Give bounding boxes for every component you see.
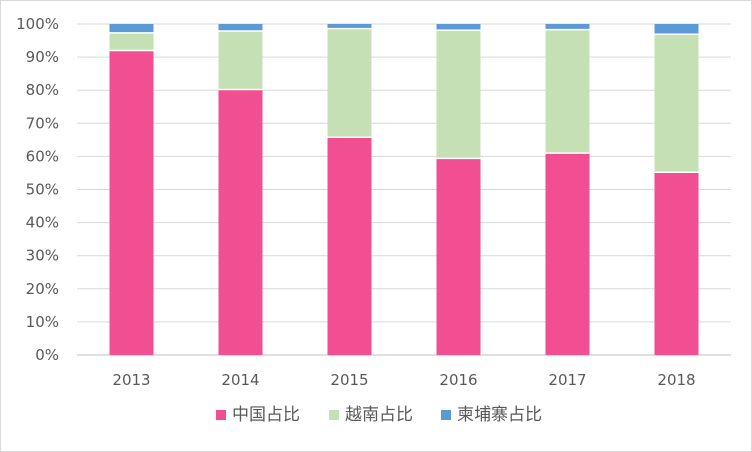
bar-segment (436, 24, 481, 31)
legend-swatch (329, 410, 339, 420)
bar-segment (109, 24, 154, 33)
bar-segment (109, 32, 154, 51)
bar-segment (436, 158, 481, 355)
y-tick-label: 20% (26, 280, 59, 298)
x-tick-label: 2015 (330, 371, 368, 389)
legend-label: 柬埔寨占比 (457, 405, 542, 425)
gridlines (77, 23, 731, 356)
bar-segment (436, 30, 481, 159)
x-tick-label: 2017 (548, 371, 586, 389)
y-tick-label: 60% (26, 147, 59, 165)
legend-swatch (441, 410, 451, 420)
y-tick-label: 10% (26, 313, 59, 331)
y-tick-label: 50% (26, 181, 59, 199)
y-tick-label: 100% (16, 15, 59, 33)
legend-swatch (216, 410, 226, 420)
bar-segment (327, 28, 372, 138)
x-tick-label: 2016 (439, 371, 477, 389)
x-tick-label: 2013 (112, 371, 150, 389)
bar-segment (218, 24, 263, 31)
y-axis-tick-labels: 0% 10% 20% 30% 40% 50% 60% 70% 80% 90% 100% (16, 15, 59, 364)
y-tick-label: 70% (26, 114, 59, 132)
bar-segment (654, 34, 699, 173)
y-tick-label: 40% (26, 214, 59, 232)
legend: 中国占比 越南占比 柬埔寨占比 (216, 405, 542, 425)
y-tick-label: 80% (26, 81, 59, 99)
bar-segment (654, 24, 699, 35)
bar-segment (218, 30, 263, 90)
y-tick-label: 90% (26, 48, 59, 66)
legend-label: 中国占比 (232, 405, 300, 425)
bar-segment (327, 24, 372, 29)
bar-segment (327, 137, 372, 355)
x-axis-tick-labels: 2013 2014 2015 2016 2017 2018 (112, 371, 695, 389)
x-tick-label: 2018 (657, 371, 695, 389)
y-tick-label: 30% (26, 247, 59, 265)
bar-segment (545, 153, 590, 355)
x-tick-label: 2014 (221, 371, 259, 389)
bar-segment (545, 29, 590, 154)
legend-label: 越南占比 (345, 405, 413, 425)
bars (109, 24, 699, 356)
bar-segment (109, 50, 154, 355)
y-tick-label: 0% (35, 346, 59, 364)
bar-segment (218, 89, 263, 356)
bar-segment (545, 24, 590, 30)
bar-segment (654, 172, 699, 355)
